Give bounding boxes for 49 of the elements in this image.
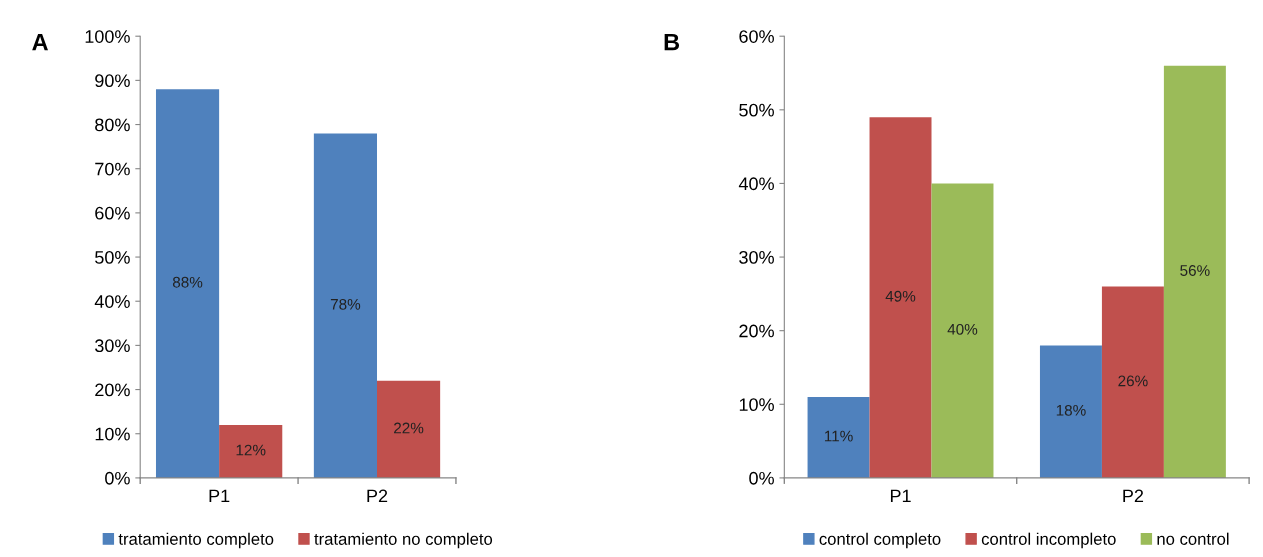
bar: [807, 396, 870, 478]
x-tick-label: P2: [1123, 489, 1144, 503]
y-tick-label: 0%: [105, 471, 130, 485]
legend-label: control incompleto: [981, 532, 1116, 549]
y-tick-label: 20%: [95, 383, 130, 397]
chart-title: B: [664, 33, 680, 51]
x-tick-label: P1: [209, 489, 230, 503]
data-label: 78%: [330, 298, 361, 310]
y-tick-label: 80%: [95, 118, 130, 132]
bar: [219, 424, 283, 478]
bar: [377, 380, 441, 478]
legend-label: tratamiento completo: [118, 532, 274, 549]
bar: [931, 183, 994, 478]
legend-label: tratamiento no completo: [314, 532, 493, 549]
y-tick-label: 30%: [95, 339, 130, 353]
data-label: 18%: [1056, 404, 1086, 416]
bar: [869, 117, 932, 478]
x-tick-label: P2: [367, 489, 388, 503]
bar: [313, 133, 378, 478]
y-tick-label: 10%: [739, 398, 774, 412]
y-tick-label: 0%: [749, 471, 774, 485]
data-label: 26%: [1118, 375, 1148, 387]
data-label: 88%: [172, 276, 203, 288]
data-label: 11%: [824, 430, 853, 442]
y-tick-label: 100%: [85, 30, 130, 43]
data-label: 12%: [236, 444, 266, 456]
legend-label: no control: [1157, 532, 1229, 545]
y-tick-label: 10%: [95, 427, 130, 441]
bar: [1163, 65, 1226, 478]
chart-title: A: [32, 33, 48, 51]
bar: [1039, 345, 1102, 478]
data-label: 40%: [947, 323, 978, 335]
y-tick-label: 50%: [95, 250, 130, 264]
legend-label: control completo: [819, 532, 941, 549]
y-tick-label: 60%: [739, 30, 774, 43]
y-tick-label: 20%: [739, 324, 774, 338]
y-tick-label: 60%: [95, 206, 130, 220]
y-tick-label: 90%: [95, 74, 130, 88]
y-tick-label: 40%: [94, 295, 130, 308]
data-label: 22%: [394, 422, 424, 434]
data-label: 56%: [1180, 265, 1210, 276]
y-tick-label: 70%: [95, 162, 130, 176]
data-label: 49%: [885, 290, 916, 302]
y-tick-label: 40%: [738, 177, 774, 191]
y-tick-label: 30%: [739, 250, 774, 264]
bar: [155, 89, 220, 478]
bar: [1101, 286, 1164, 478]
y-tick-label: 50%: [739, 103, 774, 117]
x-tick-label: P1: [890, 489, 911, 503]
